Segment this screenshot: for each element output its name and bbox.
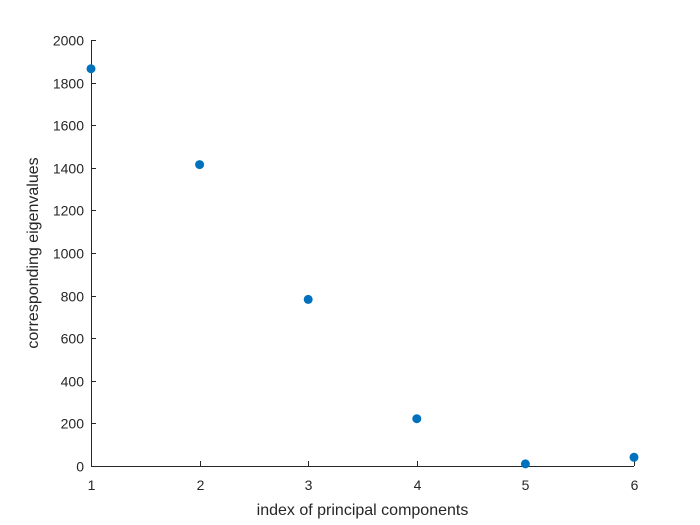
x-tick-label: 6 — [631, 477, 639, 493]
y-tick-label: 1800 — [53, 76, 84, 92]
y-tick-label: 1400 — [53, 161, 84, 177]
y-tick-label: 400 — [61, 374, 85, 390]
y-tick-label: 0 — [76, 459, 84, 475]
x-axis-ticks: 1 2 3 4 5 6 — [88, 461, 639, 493]
y-axis-label: corresponding eigenvalues — [25, 157, 42, 348]
data-point — [303, 294, 313, 304]
x-tick-label: 4 — [414, 477, 422, 493]
data-point — [195, 160, 205, 170]
y-tick-label: 1600 — [53, 118, 84, 134]
y-tick-label: 2000 — [53, 33, 84, 49]
x-tick-label: 5 — [522, 477, 530, 493]
y-axis-ticks: 0 200 400 600 800 1000 1200 1400 1600 1800 2000 — [53, 33, 96, 475]
x-tick-label: 2 — [197, 477, 205, 493]
data-points — [86, 64, 639, 469]
data-point — [412, 414, 422, 424]
x-tick-label: 3 — [305, 477, 313, 493]
x-axis-label: index of principal components — [257, 502, 469, 519]
data-point — [86, 64, 96, 74]
plot-axes — [91, 40, 634, 467]
y-tick-label: 1000 — [53, 246, 84, 262]
y-tick-label: 200 — [61, 416, 85, 432]
y-tick-label: 600 — [61, 331, 85, 347]
data-point — [629, 452, 639, 462]
y-tick-label: 800 — [61, 289, 85, 305]
y-tick-label: 1200 — [53, 203, 84, 219]
x-tick-label: 1 — [88, 477, 96, 493]
data-point — [520, 459, 530, 469]
